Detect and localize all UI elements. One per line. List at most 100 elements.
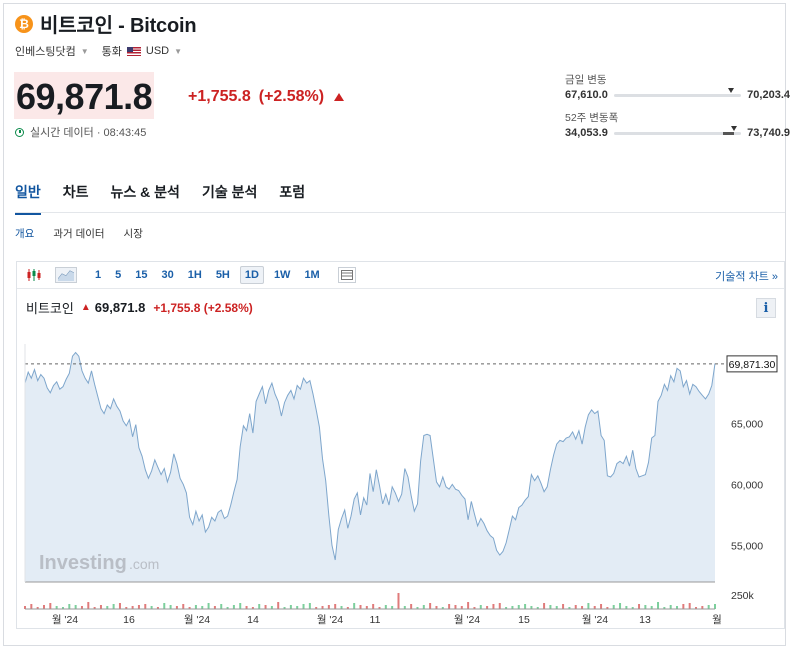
candlestick-icon[interactable] bbox=[25, 268, 43, 282]
tab-forum[interactable]: 포럼 bbox=[279, 184, 306, 200]
volume-bar bbox=[644, 605, 647, 609]
price-box: 69,871.8 bbox=[14, 72, 155, 119]
area-chart-icon[interactable] bbox=[55, 267, 77, 283]
volume-bar bbox=[498, 603, 501, 609]
subtab-summary[interactable]: 개요 bbox=[15, 228, 35, 240]
x-tick-label: 월 '24 bbox=[317, 614, 343, 626]
volume-bar bbox=[270, 606, 273, 609]
volume-bar bbox=[581, 606, 584, 609]
x-tick-label: 13 bbox=[639, 614, 651, 626]
change-percent: (+2.58%) bbox=[258, 88, 325, 105]
volume-bar bbox=[156, 607, 159, 609]
x-tick-label: 월 '24 bbox=[582, 614, 608, 626]
volume-bar bbox=[315, 607, 318, 609]
currency-label: 통화 bbox=[101, 46, 122, 58]
legend-price: 69,871.8 bbox=[94, 300, 146, 315]
x-tick-label: 월 '24 bbox=[184, 614, 210, 626]
volume-bar bbox=[448, 604, 451, 609]
timeframe-1w[interactable]: 1W bbox=[273, 269, 291, 281]
tab-divider bbox=[15, 212, 785, 213]
chevron-down-icon: ▼ bbox=[174, 46, 183, 56]
volume-bar bbox=[682, 604, 685, 609]
tab-news[interactable]: 뉴스 & 분석 bbox=[110, 184, 180, 200]
volume-bar bbox=[359, 605, 362, 609]
sub-tabs: 개요 과거 데이터 시장 bbox=[15, 226, 143, 241]
table-view-icon[interactable] bbox=[337, 267, 356, 283]
week52-range: 52주 변동폭 34,053.9 73,740.9 bbox=[565, 110, 790, 139]
volume-bar bbox=[24, 606, 26, 609]
volume-bar bbox=[74, 605, 77, 609]
volume-bar bbox=[150, 606, 153, 609]
timeframe-5h[interactable]: 5H bbox=[215, 269, 230, 281]
timeframe-1[interactable]: 1 bbox=[95, 269, 102, 281]
x-tick-label: 16 bbox=[123, 614, 135, 626]
price-chart[interactable]: 69,871.30 55,000 60,000 65,000 Investing .com… bbox=[17, 289, 784, 628]
y-tick-label: 55,000 bbox=[731, 540, 763, 552]
volume-bar bbox=[397, 593, 400, 609]
day-range-high: 70,203.4 bbox=[747, 89, 790, 101]
volume-bar bbox=[289, 605, 292, 609]
volume-bar bbox=[93, 607, 96, 609]
volume-bar bbox=[61, 607, 64, 609]
volume-bar bbox=[188, 607, 191, 609]
timeframe-1h[interactable]: 1H bbox=[187, 269, 202, 281]
volume-bar bbox=[384, 605, 387, 609]
week52-range-marker bbox=[730, 125, 737, 131]
volume-bar bbox=[593, 606, 596, 609]
volume-bar bbox=[695, 607, 698, 609]
volume-bar bbox=[524, 604, 527, 609]
volume-bar bbox=[429, 603, 432, 609]
volume-bar bbox=[30, 604, 33, 609]
volume-bar bbox=[473, 607, 476, 609]
volume-bar bbox=[650, 606, 653, 609]
volume-bar bbox=[321, 606, 324, 609]
timeframe-30[interactable]: 30 bbox=[161, 269, 174, 281]
volume-bar bbox=[612, 605, 615, 609]
volume-bar bbox=[378, 607, 381, 609]
price-change: +1,755.8 (+2.58%) bbox=[188, 88, 345, 106]
volume-bar bbox=[441, 607, 444, 609]
volume-bar bbox=[232, 605, 235, 609]
week52-range-bar bbox=[613, 125, 742, 135]
currency-dropdown[interactable]: USD bbox=[145, 45, 170, 57]
tab-overview[interactable]: 일반 bbox=[15, 182, 41, 215]
volume-bar bbox=[302, 604, 305, 609]
volume-bar bbox=[467, 602, 470, 609]
tab-chart[interactable]: 차트 bbox=[62, 184, 89, 200]
volume-bar bbox=[638, 604, 641, 609]
week52-range-fill bbox=[723, 131, 734, 135]
tab-technical[interactable]: 기술 분석 bbox=[201, 184, 258, 200]
volume-bar bbox=[327, 605, 330, 609]
subtab-markets[interactable]: 시장 bbox=[123, 228, 143, 240]
volume-bar bbox=[574, 605, 577, 609]
technical-chart-link[interactable]: 기술적 차트 » bbox=[715, 271, 778, 283]
timeframe-5[interactable]: 5 bbox=[115, 269, 122, 281]
volume-bar bbox=[435, 606, 438, 609]
volume-bar bbox=[625, 606, 628, 609]
up-arrow-icon bbox=[334, 93, 345, 101]
volume-bar bbox=[422, 605, 425, 609]
volume-bar bbox=[182, 604, 185, 609]
timeframe-15[interactable]: 15 bbox=[135, 269, 148, 281]
info-button[interactable]: i bbox=[756, 298, 776, 318]
timeframe-1d[interactable]: 1D bbox=[239, 266, 264, 284]
volume-bar bbox=[568, 607, 571, 609]
x-tick-label: 11 bbox=[370, 614, 381, 626]
volume-bar bbox=[511, 606, 514, 609]
page-frame bbox=[3, 3, 786, 646]
volume-bar bbox=[207, 603, 210, 609]
volume-bar bbox=[277, 602, 280, 609]
day-range-label: 금일 변동 bbox=[565, 74, 607, 86]
last-price: 69,871.8 bbox=[16, 76, 153, 117]
volume-bar bbox=[536, 607, 539, 609]
volume-bar bbox=[479, 605, 482, 609]
volume-bar bbox=[42, 605, 45, 609]
volume-bar bbox=[144, 604, 147, 609]
volume-bar bbox=[137, 605, 140, 609]
volume-bar bbox=[606, 607, 609, 609]
day-range-bar bbox=[613, 87, 742, 97]
timeframe-1m[interactable]: 1M bbox=[304, 269, 320, 281]
source-dropdown[interactable]: 인베스팅닷컴 bbox=[15, 46, 76, 58]
subtab-historical[interactable]: 과거 데이터 bbox=[53, 228, 105, 240]
volume-bar bbox=[353, 603, 356, 609]
